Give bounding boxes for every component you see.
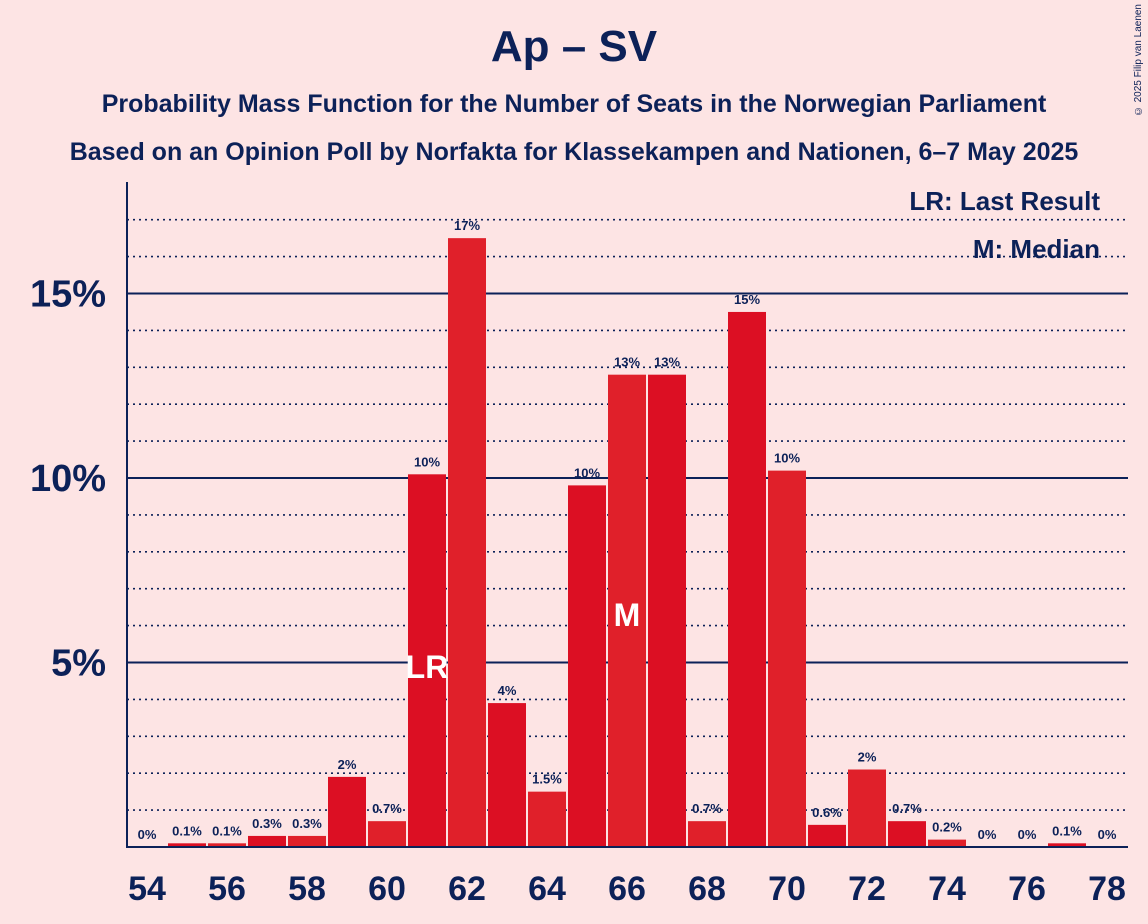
x-tick-label: 74 [928, 870, 966, 908]
bar-seat-67 [648, 374, 686, 847]
bar-labels: 0% 0.1% 0.1% 0.3% 0.3% 2% 0.7% 10% 17% 4% 1.5% 10% 1… [138, 218, 1117, 842]
bar-label-seat-77: 0.1% [1052, 823, 1082, 838]
x-tick-label: 64 [528, 870, 566, 908]
bar-seat-70 [768, 470, 806, 847]
grid-lines [127, 218, 1128, 811]
y-tick-label: 10% [30, 458, 106, 500]
bar-seat-56 [208, 843, 246, 847]
x-tick-label: 68 [688, 870, 726, 908]
x-tick-label: 72 [848, 870, 886, 908]
bar-seat-65 [568, 485, 606, 847]
bar-seat-58 [288, 835, 326, 847]
bar-seat-57 [248, 835, 286, 847]
bar-label-seat-67: 13% [654, 355, 680, 370]
bar-seat-71 [808, 824, 846, 847]
bar-label-seat-74: 0.2% [932, 820, 962, 835]
x-tick-label: 70 [768, 870, 806, 908]
x-tick-label: 58 [288, 870, 326, 908]
bar-label-seat-71: 0.6% [812, 805, 842, 820]
x-tick-label: 78 [1088, 870, 1126, 908]
bar-seat-62 [448, 238, 486, 847]
bar-label-seat-76: 0% [1018, 827, 1037, 842]
y-tick-label: 15% [30, 274, 106, 316]
bar-label-seat-65: 10% [574, 465, 600, 480]
x-tick-label: 66 [608, 870, 646, 908]
median-marker: M [614, 597, 641, 633]
last-result-marker: LR [406, 649, 449, 685]
bar-label-seat-66: 13% [614, 355, 640, 370]
bar-label-seat-70: 10% [774, 451, 800, 466]
bar-label-seat-58: 0.3% [292, 816, 322, 831]
bar-seat-60 [368, 821, 406, 847]
chart-subtitle-2: Based on an Opinion Poll by Norfakta for… [69, 138, 1079, 166]
bar-label-seat-56: 0.1% [212, 823, 242, 838]
bar-label-seat-78: 0% [1098, 827, 1117, 842]
bar-seat-74 [928, 839, 966, 847]
bar-label-seat-59: 2% [338, 757, 357, 772]
bar-label-seat-64: 1.5% [532, 772, 562, 787]
bar-label-seat-63: 4% [498, 683, 517, 698]
bar-label-seat-57: 0.3% [252, 816, 282, 831]
bar-seat-69 [728, 311, 766, 847]
bar-label-seat-61: 10% [414, 454, 440, 469]
bar-seat-61 [408, 474, 446, 847]
x-tick-label: 54 [128, 870, 166, 908]
x-tick-label: 62 [448, 870, 486, 908]
bar-seat-59 [328, 776, 366, 847]
bar-label-seat-68: 0.7% [692, 801, 722, 816]
bar-label-seat-62: 17% [454, 218, 480, 233]
bar-seat-73 [888, 821, 926, 847]
bar-label-seat-69: 15% [734, 292, 760, 307]
legend-last-result: LR: Last Result [909, 186, 1100, 216]
bar-label-seat-72: 2% [858, 750, 877, 765]
bar-seat-63 [488, 703, 526, 847]
bar-label-seat-75: 0% [978, 827, 997, 842]
bar-label-seat-55: 0.1% [172, 823, 202, 838]
bar-seat-64 [528, 791, 566, 847]
legend-median: M: Median [973, 234, 1100, 264]
bar-seat-55 [168, 843, 206, 847]
bar-seat-66 [608, 374, 646, 847]
bar-label-seat-54: 0% [138, 827, 157, 842]
x-tick-label: 60 [368, 870, 406, 908]
x-tick-label: 56 [208, 870, 246, 908]
bar-seat-77 [1048, 843, 1086, 847]
bar-seat-72 [848, 769, 886, 847]
bars [168, 238, 1086, 847]
legend: LR: Last Result M: Median [909, 186, 1100, 264]
x-tick-label: 76 [1008, 870, 1046, 908]
chart-title: Ap – SV [490, 22, 658, 71]
bar-seat-68 [688, 821, 726, 847]
bar-label-seat-60: 0.7% [372, 801, 402, 816]
bar-label-seat-73: 0.7% [892, 801, 922, 816]
chart-subtitle-1: Probability Mass Function for the Number… [101, 90, 1047, 118]
y-tick-label: 5% [51, 643, 106, 685]
axes: 5% 10% 15% 54 56 58 60 62 64 66 68 70 72 74 76 78 [30, 182, 1128, 908]
